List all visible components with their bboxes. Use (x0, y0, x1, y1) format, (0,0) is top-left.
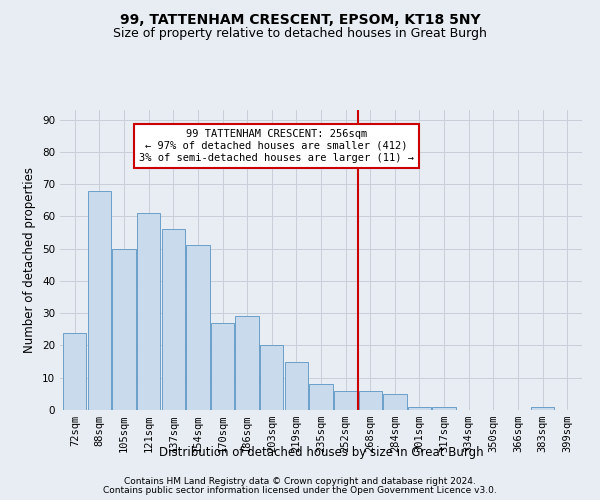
Text: Contains HM Land Registry data © Crown copyright and database right 2024.: Contains HM Land Registry data © Crown c… (124, 477, 476, 486)
Bar (531, 407, 554, 410)
Bar (359, 390, 382, 410)
Y-axis label: Number of detached properties: Number of detached properties (23, 167, 37, 353)
Bar (408, 407, 431, 410)
Bar (433, 407, 456, 410)
Bar (383, 394, 407, 410)
Bar (260, 346, 283, 410)
Bar (186, 246, 209, 410)
Text: 99 TATTENHAM CRESCENT: 256sqm
← 97% of detached houses are smaller (412)
3% of s: 99 TATTENHAM CRESCENT: 256sqm ← 97% of d… (139, 130, 414, 162)
Bar (211, 323, 234, 410)
Bar (235, 316, 259, 410)
Bar (284, 362, 308, 410)
Bar (334, 390, 358, 410)
Bar (310, 384, 332, 410)
Bar (63, 332, 86, 410)
Text: Contains public sector information licensed under the Open Government Licence v3: Contains public sector information licen… (103, 486, 497, 495)
Bar (137, 213, 160, 410)
Text: Distribution of detached houses by size in Great Burgh: Distribution of detached houses by size … (158, 446, 484, 459)
Text: 99, TATTENHAM CRESCENT, EPSOM, KT18 5NY: 99, TATTENHAM CRESCENT, EPSOM, KT18 5NY (119, 12, 481, 26)
Bar (161, 230, 185, 410)
Bar (112, 248, 136, 410)
Bar (88, 190, 111, 410)
Text: Size of property relative to detached houses in Great Burgh: Size of property relative to detached ho… (113, 28, 487, 40)
